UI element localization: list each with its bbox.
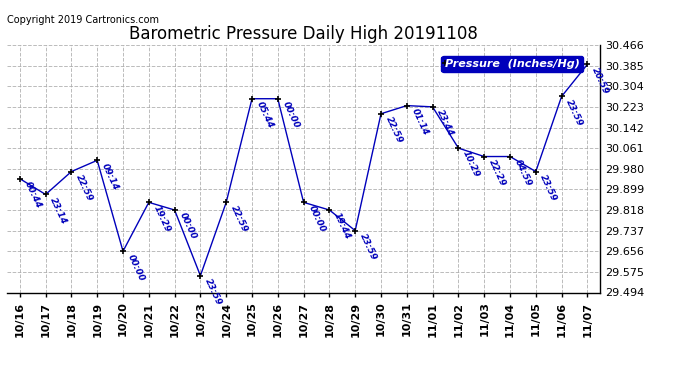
Pressure  (Inches/Hg) (506, 154, 514, 159)
Text: 09:14: 09:14 (100, 162, 120, 192)
Pressure  (Inches/Hg) (428, 105, 437, 109)
Text: 23:44: 23:44 (435, 108, 455, 138)
Pressure  (Inches/Hg) (558, 94, 566, 99)
Text: 00:00: 00:00 (126, 253, 146, 282)
Text: 22:59: 22:59 (229, 204, 249, 234)
Pressure  (Inches/Hg) (248, 96, 256, 101)
Text: 00:44: 00:44 (23, 180, 43, 210)
Pressure  (Inches/Hg) (67, 169, 75, 174)
Pressure  (Inches/Hg) (299, 200, 308, 205)
Pressure  (Inches/Hg) (377, 111, 385, 116)
Text: 01:14: 01:14 (410, 107, 430, 137)
Pressure  (Inches/Hg) (93, 158, 101, 163)
Pressure  (Inches/Hg) (454, 146, 462, 150)
Text: 23:59: 23:59 (358, 232, 378, 262)
Text: 23:14: 23:14 (48, 196, 68, 226)
Pressure  (Inches/Hg) (145, 200, 153, 205)
Text: 00:00: 00:00 (281, 100, 301, 130)
Pressure  (Inches/Hg) (196, 273, 204, 278)
Pressure  (Inches/Hg) (16, 176, 24, 181)
Pressure  (Inches/Hg) (480, 154, 489, 159)
Pressure  (Inches/Hg) (41, 192, 50, 197)
Pressure  (Inches/Hg) (532, 169, 540, 174)
Text: 23:59: 23:59 (539, 173, 559, 202)
Pressure  (Inches/Hg) (325, 208, 333, 212)
Pressure  (Inches/Hg) (222, 200, 230, 205)
Text: 10:29: 10:29 (461, 150, 482, 179)
Pressure  (Inches/Hg) (274, 96, 282, 101)
Text: 22:29: 22:29 (487, 158, 507, 188)
Text: 05:44: 05:44 (255, 100, 275, 130)
Pressure  (Inches/Hg) (403, 104, 411, 108)
Pressure  (Inches/Hg) (119, 249, 127, 254)
Text: Copyright 2019 Cartronics.com: Copyright 2019 Cartronics.com (7, 15, 159, 25)
Text: 22:59: 22:59 (75, 173, 95, 202)
Text: 04:59: 04:59 (513, 158, 533, 188)
Text: 23:59: 23:59 (203, 277, 224, 307)
Text: 23:59: 23:59 (564, 98, 584, 128)
Pressure  (Inches/Hg) (170, 208, 179, 212)
Line: Pressure  (Inches/Hg): Pressure (Inches/Hg) (17, 61, 591, 279)
Text: 00:00: 00:00 (177, 211, 197, 241)
Title: Barometric Pressure Daily High 20191108: Barometric Pressure Daily High 20191108 (129, 26, 478, 44)
Text: 00:00: 00:00 (306, 204, 326, 234)
Text: 22:59: 22:59 (384, 115, 404, 145)
Pressure  (Inches/Hg) (351, 228, 359, 233)
Text: 19:29: 19:29 (152, 204, 172, 234)
Pressure  (Inches/Hg) (583, 62, 591, 67)
Text: 19:44: 19:44 (332, 211, 353, 241)
Legend: Pressure  (Inches/Hg): Pressure (Inches/Hg) (442, 56, 583, 72)
Text: 20:59: 20:59 (590, 66, 611, 96)
